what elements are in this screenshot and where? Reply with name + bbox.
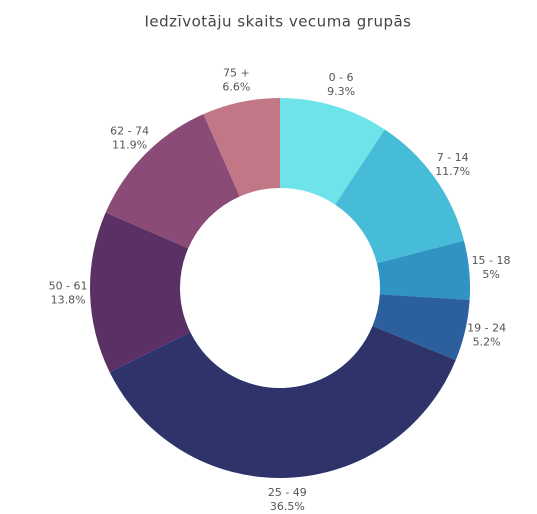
slice-value-label: 9.3% bbox=[327, 85, 355, 98]
donut-slice bbox=[376, 240, 471, 300]
donut-slice bbox=[109, 325, 456, 478]
donut-slice bbox=[203, 98, 280, 197]
donut-slice bbox=[372, 294, 470, 361]
slice-value-label: 5.2% bbox=[473, 336, 501, 349]
donut-slice bbox=[90, 212, 191, 373]
slice-category-label: 19 - 24 bbox=[467, 322, 506, 335]
slice-value-label: 13.8% bbox=[51, 293, 86, 306]
slice-value-label: 11.7% bbox=[435, 165, 470, 178]
donut-slice bbox=[280, 98, 385, 205]
slice-category-label: 15 - 18 bbox=[472, 254, 511, 267]
slice-value-label: 6.6% bbox=[222, 81, 250, 94]
slice-category-label: 62 - 74 bbox=[110, 125, 149, 138]
slice-value-label: 11.9% bbox=[112, 139, 147, 152]
slice-value-label: 36.5% bbox=[270, 500, 305, 513]
slice-category-label: 0 - 6 bbox=[329, 71, 354, 84]
donut-slice bbox=[335, 129, 465, 264]
slice-value-label: 5% bbox=[482, 268, 499, 281]
chart-title: Iedzīvotāju skaits vecuma grupās bbox=[144, 13, 411, 31]
slice-category-label: 75 + bbox=[223, 67, 250, 80]
donut-slice bbox=[105, 114, 240, 249]
slice-category-label: 25 - 49 bbox=[268, 486, 307, 499]
slice-category-label: 50 - 61 bbox=[49, 279, 88, 292]
slice-category-label: 7 - 14 bbox=[437, 151, 469, 164]
